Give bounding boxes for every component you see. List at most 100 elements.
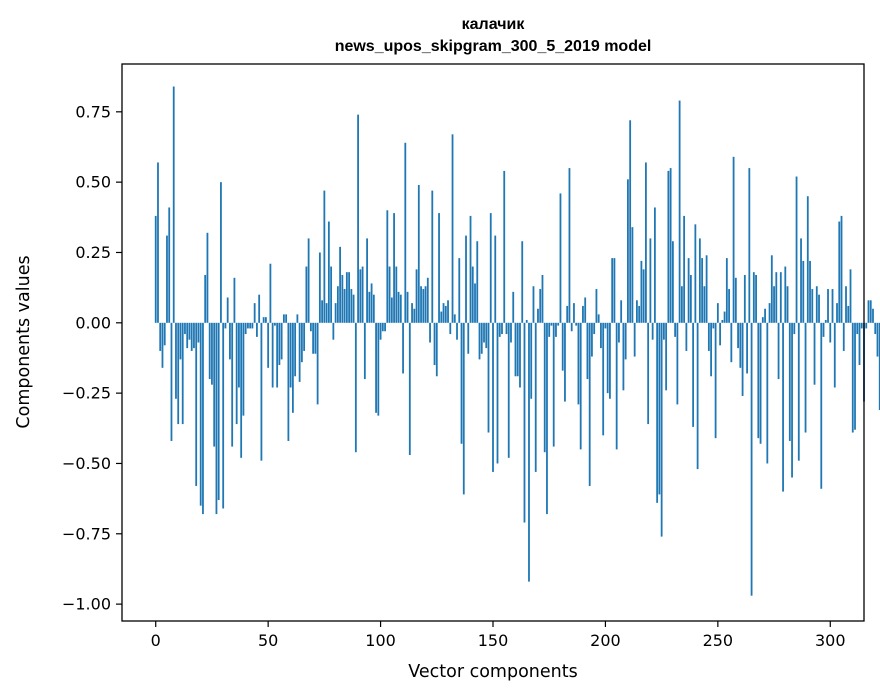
bar xyxy=(161,322,164,368)
x-tick-label: 200 xyxy=(590,631,621,650)
bar xyxy=(501,322,503,335)
bar xyxy=(543,322,546,453)
bar xyxy=(289,322,292,388)
bar xyxy=(262,317,265,323)
bar xyxy=(348,272,350,323)
x-tick-label: 300 xyxy=(815,631,846,650)
bar xyxy=(179,322,182,360)
bar xyxy=(440,311,443,323)
bar xyxy=(741,322,744,396)
bar xyxy=(215,322,218,515)
bar xyxy=(865,322,868,329)
bar xyxy=(784,266,787,323)
bar xyxy=(597,314,600,323)
bar xyxy=(226,297,229,323)
bar xyxy=(802,260,805,323)
bar xyxy=(170,322,173,441)
bar xyxy=(199,322,202,506)
bar xyxy=(375,322,377,413)
bar xyxy=(788,322,791,441)
bar xyxy=(159,322,162,351)
bar xyxy=(238,322,240,388)
bar xyxy=(815,286,818,323)
bar xyxy=(197,322,200,343)
bar xyxy=(579,322,582,450)
bar xyxy=(595,289,598,323)
bar xyxy=(393,213,395,323)
bar xyxy=(811,289,814,323)
bar xyxy=(820,322,823,489)
bar xyxy=(231,322,234,447)
bar xyxy=(253,303,256,323)
bar xyxy=(480,322,483,354)
bar xyxy=(696,322,699,470)
bar xyxy=(372,294,375,323)
bar xyxy=(615,322,618,450)
bar xyxy=(193,322,195,349)
bar xyxy=(782,322,784,492)
bar xyxy=(737,322,739,349)
bar xyxy=(640,260,643,323)
bar xyxy=(177,322,180,425)
bar xyxy=(476,241,479,323)
bar xyxy=(692,322,695,427)
bar xyxy=(537,308,539,323)
bar xyxy=(591,322,593,357)
y-tick-label: 0.00 xyxy=(75,313,111,332)
bar xyxy=(242,322,245,416)
bar xyxy=(645,162,647,323)
bar xyxy=(359,269,362,323)
bar xyxy=(265,317,267,323)
bar xyxy=(674,322,677,337)
bar xyxy=(548,322,551,337)
bar xyxy=(172,86,175,323)
bar xyxy=(642,269,645,323)
bar xyxy=(647,322,650,425)
bar xyxy=(224,322,227,329)
bar xyxy=(208,322,211,380)
bar xyxy=(492,322,494,472)
bar xyxy=(332,322,335,340)
bar xyxy=(629,120,632,323)
bar xyxy=(609,322,611,399)
bar xyxy=(552,322,555,447)
bar xyxy=(456,322,458,340)
y-tick-label: 0.75 xyxy=(75,102,111,121)
bar xyxy=(739,322,742,368)
bar xyxy=(687,258,690,323)
bar xyxy=(478,322,481,360)
bar xyxy=(766,322,769,464)
bar xyxy=(671,241,674,323)
bar xyxy=(586,322,589,380)
bar xyxy=(274,322,276,326)
bar xyxy=(653,207,656,323)
bar xyxy=(813,322,816,385)
bar xyxy=(386,210,389,323)
bar xyxy=(689,274,692,323)
bar xyxy=(809,260,811,323)
x-tick-label: 0 xyxy=(151,631,161,650)
bar xyxy=(489,213,492,323)
bar xyxy=(168,207,171,323)
bar xyxy=(876,322,879,357)
bar xyxy=(190,322,193,351)
bar xyxy=(188,322,191,340)
bar xyxy=(469,215,472,323)
bar xyxy=(453,314,456,323)
bar xyxy=(404,142,407,323)
chart-title: калачик xyxy=(462,16,526,33)
bar xyxy=(186,322,189,349)
bar xyxy=(703,286,706,323)
bar xyxy=(296,314,299,323)
bar xyxy=(570,322,573,332)
bar xyxy=(426,277,429,323)
bar xyxy=(680,286,683,323)
bar xyxy=(620,300,623,323)
bar xyxy=(424,286,427,323)
bar xyxy=(878,322,880,411)
bar xyxy=(636,300,638,323)
bar xyxy=(768,303,771,323)
bar xyxy=(496,322,499,464)
bar xyxy=(166,235,168,323)
bar xyxy=(211,322,213,385)
